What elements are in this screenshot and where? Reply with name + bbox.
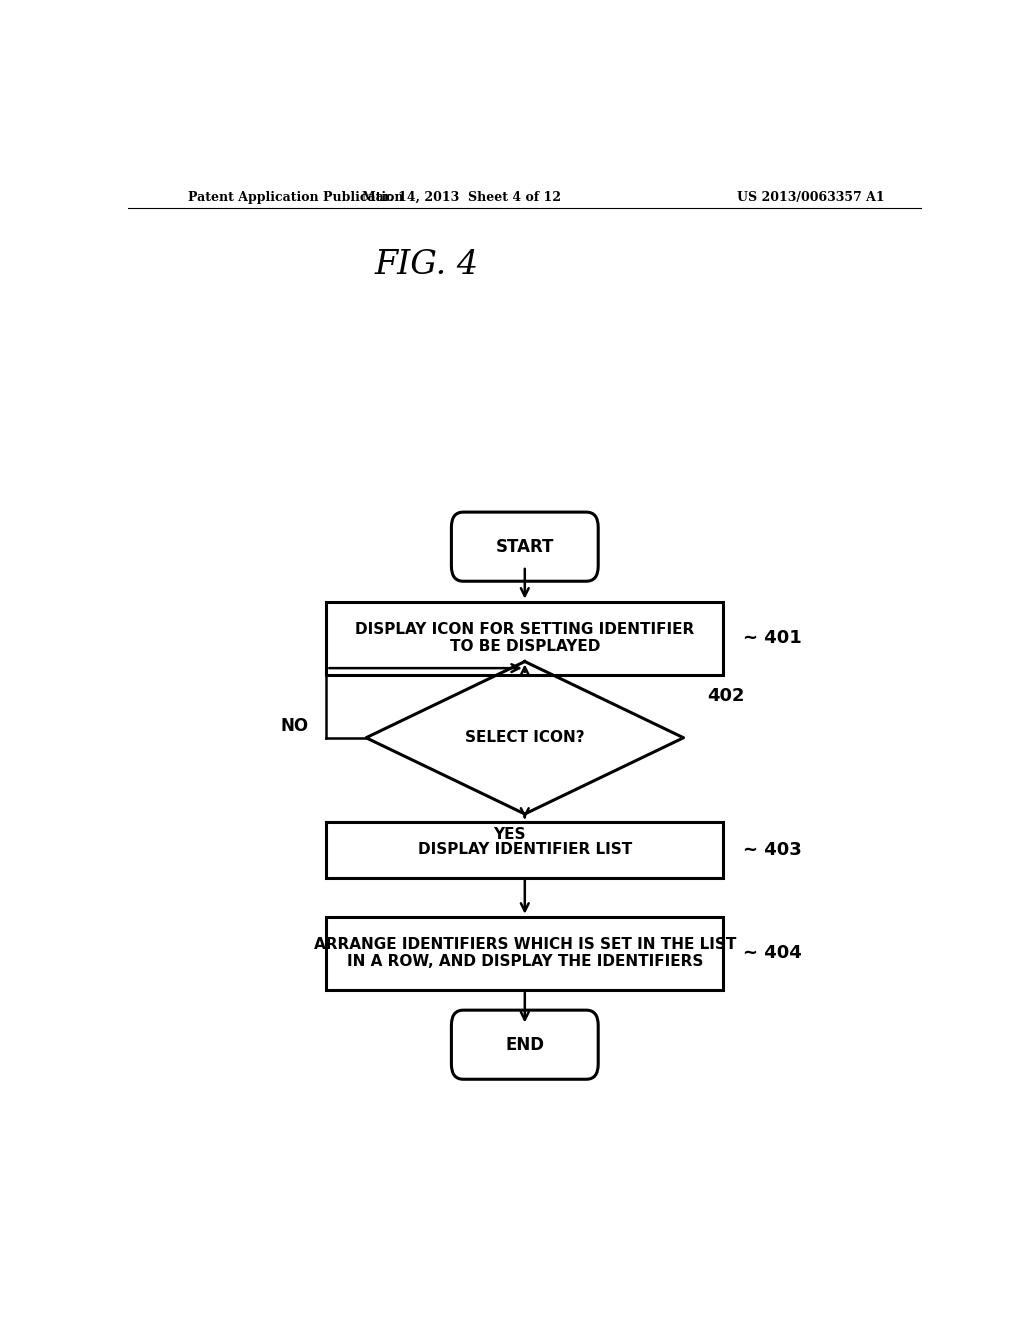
Text: START: START <box>496 537 554 556</box>
Text: Patent Application Publication: Patent Application Publication <box>187 190 403 203</box>
Text: END: END <box>505 1036 545 1053</box>
Bar <box>327 916 723 990</box>
FancyBboxPatch shape <box>452 1010 598 1080</box>
Polygon shape <box>367 661 684 814</box>
Text: Mar. 14, 2013  Sheet 4 of 12: Mar. 14, 2013 Sheet 4 of 12 <box>361 190 561 203</box>
Bar <box>327 821 723 878</box>
Text: ~ 401: ~ 401 <box>743 630 802 647</box>
Bar <box>327 602 723 675</box>
FancyBboxPatch shape <box>452 512 598 581</box>
Text: DISPLAY ICON FOR SETTING IDENTIFIER
TO BE DISPLAYED: DISPLAY ICON FOR SETTING IDENTIFIER TO B… <box>355 622 694 655</box>
Text: YES: YES <box>493 826 525 842</box>
Text: ~ 404: ~ 404 <box>743 944 802 962</box>
Text: ~ 403: ~ 403 <box>743 841 802 858</box>
Text: 402: 402 <box>708 686 744 705</box>
Text: SELECT ICON?: SELECT ICON? <box>465 730 585 746</box>
Text: NO: NO <box>281 717 308 734</box>
Text: FIG. 4: FIG. 4 <box>374 249 478 281</box>
Text: DISPLAY IDENTIFIER LIST: DISPLAY IDENTIFIER LIST <box>418 842 632 857</box>
Text: US 2013/0063357 A1: US 2013/0063357 A1 <box>736 190 885 203</box>
Text: ARRANGE IDENTIFIERS WHICH IS SET IN THE LIST
IN A ROW, AND DISPLAY THE IDENTIFIE: ARRANGE IDENTIFIERS WHICH IS SET IN THE … <box>313 937 736 969</box>
